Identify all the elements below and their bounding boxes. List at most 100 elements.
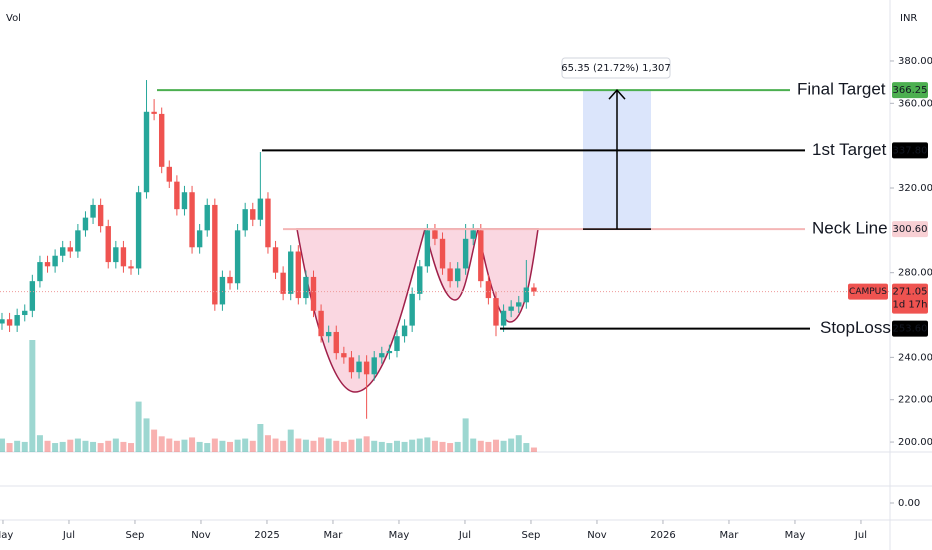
volume-bar — [477, 440, 484, 452]
volume-bar — [257, 424, 264, 452]
y-tick-label: 0.00 — [898, 498, 920, 509]
y-tick-label: 200.00 — [898, 437, 932, 448]
candle-body — [181, 192, 188, 210]
volume-bar — [416, 438, 423, 452]
x-tick-label: 2025 — [254, 530, 279, 541]
candle-body — [379, 353, 385, 358]
candle-body — [14, 315, 20, 326]
y-tick-label: 360.00 — [898, 98, 932, 109]
volume-bar — [333, 440, 340, 452]
candle-body — [295, 251, 302, 299]
volume-bar — [386, 443, 393, 452]
volume-bar — [82, 440, 89, 452]
candle-body — [29, 281, 36, 311]
candle-body — [455, 268, 461, 282]
candle-body — [318, 310, 324, 337]
candle-body — [272, 247, 279, 273]
candle-body — [303, 276, 309, 299]
x-tick-label: 2026 — [650, 530, 675, 541]
candle-body — [333, 331, 339, 354]
volume-bar — [52, 443, 59, 452]
candle-body — [462, 238, 469, 269]
candle-body — [242, 209, 248, 231]
candle-body — [158, 113, 165, 167]
y-tick-label: 280.00 — [898, 268, 932, 279]
volume-bar — [166, 438, 173, 452]
candle-body — [310, 276, 317, 311]
candle-body — [356, 361, 362, 373]
candle-body — [196, 230, 203, 248]
y-tick-label: 380.00 — [898, 56, 932, 67]
candle-body — [0, 319, 5, 324]
measure-arrowhead — [608, 88, 626, 100]
candle-body — [59, 247, 66, 256]
candle-body — [120, 247, 127, 267]
volume-bar — [173, 440, 180, 452]
candle-body — [257, 198, 264, 220]
volume-bar — [378, 441, 385, 452]
candle-body — [37, 262, 43, 282]
volume-bar — [492, 439, 499, 452]
candle-body — [447, 268, 453, 282]
volume-bar — [196, 441, 203, 452]
volume-bar — [44, 440, 51, 452]
x-tick-label: May — [785, 530, 806, 541]
volume-bar — [318, 437, 325, 452]
volume-bar — [447, 443, 454, 452]
volume-bar — [530, 447, 537, 452]
candle-body — [325, 331, 332, 337]
volume-bar — [409, 439, 416, 452]
volume-bar — [302, 439, 309, 452]
y-tick-label: 220.00 — [898, 395, 932, 406]
candle-body — [151, 111, 157, 114]
x-tick-label: Jul — [458, 530, 471, 541]
candle-body — [189, 192, 195, 248]
handle — [477, 228, 539, 323]
candle-body — [500, 310, 507, 326]
y-tick-label: 320.00 — [898, 183, 932, 194]
x-tick-label: Nov — [587, 530, 607, 541]
volume-bar — [439, 441, 446, 452]
volume-bar — [470, 438, 477, 452]
x-tick-label: May — [0, 530, 13, 541]
candle-body — [288, 251, 294, 294]
candle-body — [439, 238, 446, 269]
symbol-label: CAMPUS — [849, 287, 887, 297]
candle-body — [227, 276, 233, 284]
candle-body — [409, 293, 415, 326]
volume-bar — [401, 441, 408, 452]
measure-label: 65.35 (21.72%) 1,307 — [561, 63, 671, 74]
volume-bar — [462, 418, 469, 452]
volume-bar — [112, 438, 119, 452]
level-label: 1st Target — [812, 140, 887, 159]
level-label: Neck Line — [812, 219, 888, 238]
currency-label: INR — [900, 13, 917, 24]
volume-bar — [219, 440, 226, 452]
volume-bar — [14, 440, 21, 452]
candle-body — [485, 281, 492, 299]
candle-body — [394, 336, 400, 352]
x-tick-label: Jul — [62, 530, 75, 541]
volume-bar — [393, 440, 400, 452]
candle-body — [265, 198, 271, 248]
volume-bar — [211, 438, 218, 452]
volume-bar — [29, 340, 36, 452]
candle-body — [424, 230, 431, 267]
volume-bar — [363, 436, 370, 452]
volume-bar — [264, 435, 271, 452]
volume-bar — [67, 439, 74, 452]
candle-body — [250, 209, 256, 220]
candle-body — [516, 302, 522, 307]
volume-bar — [36, 435, 43, 452]
candle-body — [432, 230, 438, 239]
price-tag — [892, 221, 928, 238]
candle-body — [523, 287, 530, 303]
volume-bar — [272, 438, 279, 452]
price-tag — [892, 142, 928, 159]
level-label: Final Target — [797, 80, 886, 99]
volume-bar — [128, 443, 135, 452]
cup-pattern — [296, 228, 539, 393]
volume-bar — [485, 441, 492, 452]
